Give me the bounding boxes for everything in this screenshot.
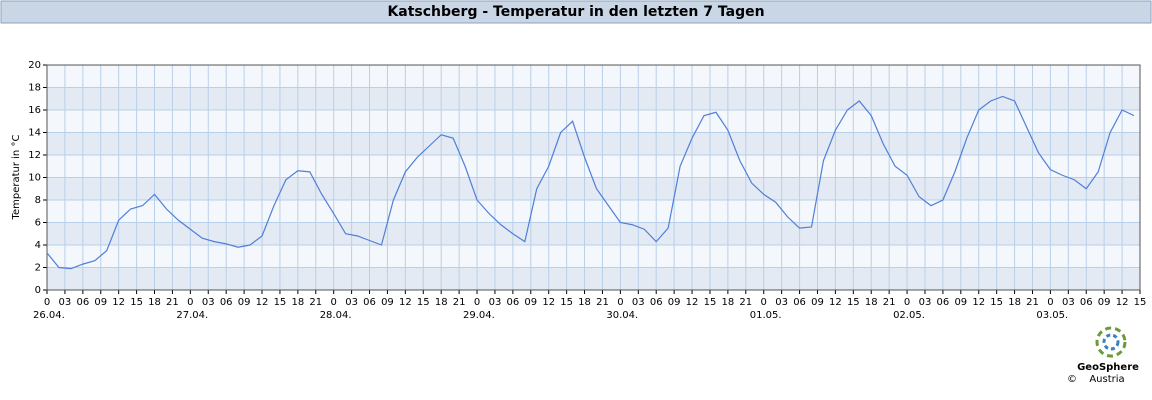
x-tick-label: 15 (847, 297, 860, 308)
x-tick-label: 09 (381, 297, 394, 308)
x-tick-label: 03 (489, 297, 502, 308)
x-tick-label: 18 (578, 297, 591, 308)
x-tick-label: 09 (238, 297, 251, 308)
x-tick-label: 09 (524, 297, 537, 308)
date-label: 26.04. (33, 310, 65, 321)
x-tick-label: 12 (399, 297, 412, 308)
x-tick-label: 15 (274, 297, 287, 308)
x-tick-label: 03 (345, 297, 358, 308)
date-label: 27.04. (176, 310, 208, 321)
x-tick-label: 0 (761, 297, 767, 308)
x-tick-label: 0 (187, 297, 193, 308)
x-tick-label: 15 (990, 297, 1003, 308)
logo-copyright: © (1067, 374, 1077, 385)
logo-name: GeoSphere (1077, 362, 1139, 373)
x-tick-label: 03 (919, 297, 932, 308)
y-tick-label: 20 (28, 60, 41, 71)
x-tick-label: 12 (829, 297, 842, 308)
x-tick-label: 21 (453, 297, 466, 308)
date-label: 30.04. (606, 310, 638, 321)
y-tick-label: 8 (35, 195, 41, 206)
x-tick-label: 21 (883, 297, 896, 308)
logo: GeoSphere © Austria (1067, 326, 1139, 385)
x-tick-label: 0 (617, 297, 623, 308)
x-tick-label: 0 (331, 297, 337, 308)
x-tick-label: 12 (542, 297, 555, 308)
x-tick-label: 03 (59, 297, 72, 308)
y-tick-label: 2 (35, 263, 41, 274)
x-tick-label: 09 (1098, 297, 1111, 308)
x-tick-label: 03 (632, 297, 645, 308)
chart-title: Katschberg - Temperatur in den letzten 7… (387, 4, 764, 20)
x-tick-label: 15 (130, 297, 143, 308)
x-tick-label: 12 (256, 297, 269, 308)
x-tick-label: 21 (739, 297, 752, 308)
x-tick-label: 12 (112, 297, 125, 308)
x-tick-label: 06 (363, 297, 376, 308)
x-tick-label: 15 (560, 297, 573, 308)
logo-icon (1102, 333, 1120, 351)
x-tick-label: 09 (954, 297, 967, 308)
x-tick-label: 12 (686, 297, 699, 308)
x-tick-label: 0 (474, 297, 480, 308)
y-tick-label: 12 (28, 150, 41, 161)
x-tick-label: 21 (1026, 297, 1039, 308)
x-tick-label: 06 (76, 297, 89, 308)
x-tick-label: 18 (1008, 297, 1021, 308)
x-tick-label: 18 (435, 297, 448, 308)
x-tick-label: 06 (937, 297, 950, 308)
x-tick-label: 21 (166, 297, 179, 308)
y-tick-label: 16 (28, 105, 41, 116)
x-tick-label: 0 (904, 297, 910, 308)
y-axis-label: Temperatur in °C (11, 135, 22, 221)
title-bar (0, 0, 1152, 24)
band (47, 177, 1140, 200)
x-tick-label: 21 (596, 297, 609, 308)
band (47, 132, 1140, 155)
x-tick-label: 18 (148, 297, 161, 308)
date-label: 29.04. (463, 310, 495, 321)
plot-border (46, 64, 1141, 291)
x-tick-label: 09 (811, 297, 824, 308)
x-tick-label: 15 (417, 297, 430, 308)
x-tick-label: 03 (1062, 297, 1075, 308)
band (47, 267, 1140, 290)
x-tick-label: 21 (309, 297, 322, 308)
y-tick-label: 0 (35, 285, 41, 296)
temperature-line (46, 95, 1135, 270)
x-tick-label: 18 (865, 297, 878, 308)
y-tick-label: 18 (28, 83, 41, 94)
band (47, 87, 1140, 110)
y-tick-label: 10 (28, 173, 41, 184)
x-tick-label: 15 (704, 297, 717, 308)
date-label: 03.05. (1036, 310, 1068, 321)
x-tick-label: 03 (775, 297, 788, 308)
band (47, 222, 1140, 245)
logo-sub: Austria (1089, 374, 1124, 385)
x-tick-label: 06 (220, 297, 233, 308)
y-tick-label: 14 (28, 128, 41, 139)
date-label: 02.05. (893, 310, 925, 321)
date-label: 28.04. (320, 310, 352, 321)
x-tick-label: 0 (1047, 297, 1053, 308)
x-tick-label: 06 (793, 297, 806, 308)
x-tick-label: 09 (94, 297, 107, 308)
date-label: 01.05. (750, 310, 782, 321)
x-tick-label: 18 (722, 297, 735, 308)
x-tick-label: 03 (202, 297, 215, 308)
x-tick-label: 09 (668, 297, 681, 308)
x-tick-label: 12 (1116, 297, 1129, 308)
logo-icon (1095, 326, 1127, 358)
y-tick-label: 4 (35, 240, 41, 251)
x-tick-label: 0 (44, 297, 50, 308)
x-tick-label: 06 (507, 297, 520, 308)
x-tick-label: 06 (1080, 297, 1093, 308)
x-tick-label: 12 (972, 297, 985, 308)
x-tick-label: 06 (650, 297, 663, 308)
y-tick-label: 6 (35, 218, 41, 229)
x-tick-label: 15 (1134, 297, 1147, 308)
x-tick-label: 18 (291, 297, 304, 308)
